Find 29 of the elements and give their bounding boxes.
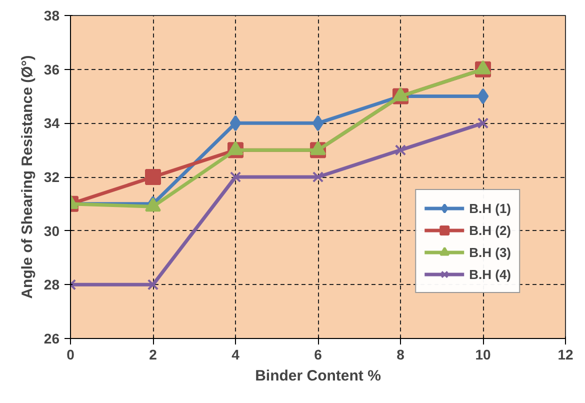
x-tick-label: 2 — [149, 346, 158, 362]
point — [477, 88, 489, 104]
y-tick-label: 30 — [44, 222, 60, 239]
y-tick-label: 26 — [44, 330, 60, 346]
y-axis-title: Angle of Shearing Resistance (Ø°) — [18, 55, 36, 299]
y-tick-label: 32 — [44, 169, 60, 185]
x-tick-label: 10 — [475, 346, 491, 362]
legend-label: B.H (2) — [469, 222, 511, 238]
y-tick-label: 34 — [44, 115, 60, 132]
point — [312, 171, 324, 183]
point — [394, 144, 406, 156]
y-tick-label: 36 — [44, 61, 60, 78]
x-tick-label: 4 — [232, 346, 240, 362]
point — [230, 115, 242, 132]
point — [147, 279, 159, 290]
y-tick-label: 28 — [44, 276, 60, 293]
legend-label: B.H (1) — [469, 200, 511, 216]
point — [312, 115, 324, 132]
point — [145, 169, 161, 185]
point — [477, 118, 489, 129]
x-tick-label: 12 — [558, 346, 574, 362]
point — [230, 171, 242, 183]
x-tick-label: 0 — [66, 346, 75, 362]
legend-label: B.H (4) — [469, 266, 511, 282]
y-tick-label: 38 — [44, 8, 60, 24]
x-tick-label: 6 — [314, 346, 322, 362]
x-tick-label: 8 — [396, 346, 405, 362]
legend-label: B.H (3) — [469, 244, 511, 260]
x-axis-title: Binder Content % — [255, 368, 381, 384]
